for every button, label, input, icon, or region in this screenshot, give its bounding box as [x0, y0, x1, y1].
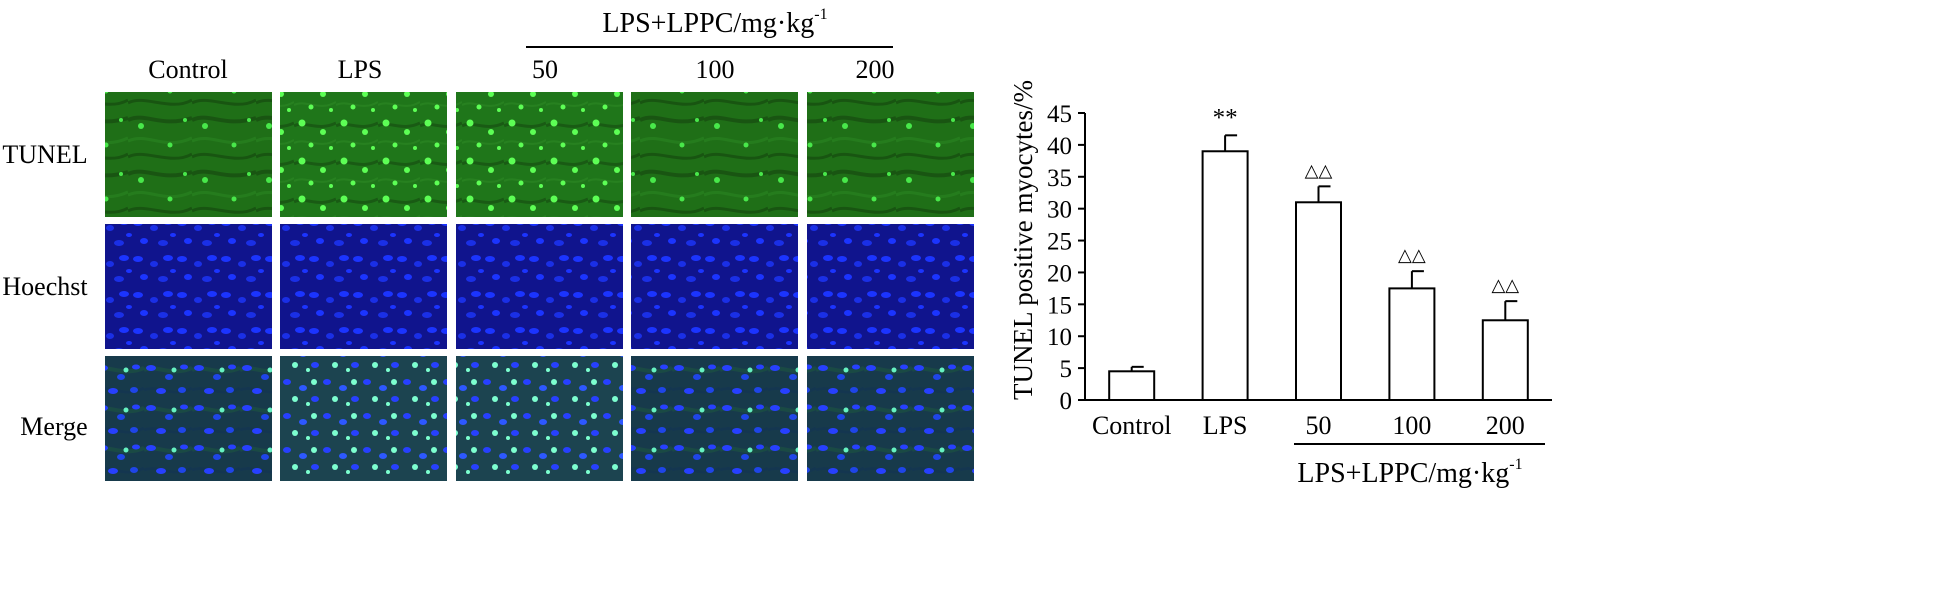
y-tick-label: 45: [1047, 101, 1072, 128]
tunel-control-image: [105, 92, 272, 217]
chart-group-label-superscript: -1: [1509, 456, 1522, 473]
hoechst-control-image: [105, 224, 272, 349]
bar: [1481, 319, 1529, 401]
merge-200-image: [807, 356, 974, 481]
significance-label: △△: [1305, 160, 1333, 180]
left-group-header: LPS+LPPC/mg·kg-1: [602, 6, 827, 39]
row-label-merge: Merge: [20, 412, 87, 441]
significance-label: △△: [1398, 245, 1426, 265]
significance-label: △△: [1491, 275, 1519, 295]
x-tick-label: 200: [1486, 411, 1525, 440]
micrograph-panel: LPS+LPPC/mg·kg-1 Control LPS 50 100 200 …: [2, 6, 974, 481]
y-tick-label: 10: [1047, 324, 1072, 351]
y-tick-label: 40: [1047, 133, 1072, 160]
x-tick-label: 100: [1392, 411, 1431, 440]
merge-50-image: [456, 356, 623, 481]
y-tick-label: 15: [1047, 292, 1072, 319]
y-tick-label: 25: [1047, 229, 1072, 256]
chart-group-label: LPS+LPPC/mg·kg-1: [1297, 456, 1522, 489]
column-label-200: 200: [856, 55, 895, 84]
y-tick-label: 20: [1047, 260, 1072, 287]
y-tick-label: 30: [1047, 197, 1072, 224]
tunel-200-image: [807, 92, 974, 217]
bar: [1201, 150, 1249, 401]
column-label-50: 50: [532, 55, 558, 84]
significance-label: **: [1213, 104, 1238, 131]
y-ticks: 0 5 10 15 20 25 30 35 40 45: [1047, 101, 1085, 415]
row-label-tunel: TUNEL: [2, 140, 87, 169]
hoechst-lps-image: [280, 224, 447, 349]
row-label-hoechst: Hoechst: [2, 272, 88, 301]
x-tick-label: 50: [1306, 411, 1332, 440]
bar: [1388, 287, 1436, 401]
bar: [1108, 370, 1156, 401]
bars: ** △△ △△ △△: [1108, 104, 1529, 401]
hoechst-100-image: [631, 224, 798, 349]
bar-chart: 0 5 10 15 20 25 30 35 40 45 ** △△ △△ △△ Control LPS 50…: [1008, 80, 1552, 489]
merge-control-image: [105, 356, 272, 481]
merge-lps-image: [280, 356, 447, 481]
bar: [1295, 201, 1342, 401]
merge-100-image: [631, 356, 798, 481]
left-group-header-superscript: -1: [814, 6, 827, 23]
x-tick-label: Control: [1092, 411, 1171, 440]
y-tick-label: 35: [1047, 165, 1072, 192]
tunel-50-image: [456, 92, 623, 217]
tunel-100-image: [631, 92, 798, 217]
x-ticks: Control LPS 50 100 200: [1092, 411, 1525, 440]
column-label-100: 100: [696, 55, 735, 84]
x-tick-label: LPS: [1203, 411, 1248, 440]
y-tick-label: 5: [1060, 356, 1073, 383]
y-tick-label: 0: [1060, 388, 1073, 415]
hoechst-50-image: [456, 224, 623, 349]
hoechst-200-image: [807, 224, 974, 349]
tunel-lps-image: [280, 92, 447, 217]
y-axis-title: TUNEL positive myocytes/%: [1008, 80, 1038, 400]
chart-group-label-text: LPS+LPPC/mg·kg: [1297, 458, 1509, 489]
column-label-control: Control: [148, 55, 227, 84]
column-label-lps: LPS: [338, 55, 383, 84]
left-group-header-label: LPS+LPPC/mg·kg: [602, 8, 814, 39]
